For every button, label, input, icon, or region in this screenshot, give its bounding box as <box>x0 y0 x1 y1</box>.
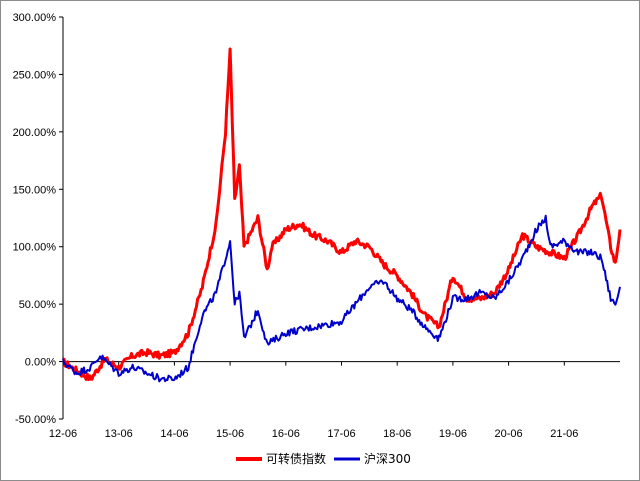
legend-label: 可转债指数 <box>266 451 326 466</box>
y-tick-label: 150.00% <box>13 184 57 196</box>
x-tick-label: 12-06 <box>49 428 77 440</box>
y-tick-label: 200.00% <box>13 127 57 139</box>
series-layer <box>62 47 622 383</box>
y-axis: 300.00% 250.00% 200.00% 150.00% 100.00% 50.00… <box>13 12 64 426</box>
series-line-1 <box>62 47 622 382</box>
y-tick-label: 100.00% <box>13 242 57 254</box>
y-tick-label: -50.00% <box>15 414 56 426</box>
legend: 可转债指数 沪深300 <box>236 451 411 466</box>
x-tick-label: 17-06 <box>327 428 355 440</box>
x-tick-label: 21-06 <box>550 428 578 440</box>
x-tick-label: 19-06 <box>439 428 467 440</box>
x-tick-label: 15-06 <box>216 428 244 440</box>
y-tick-label: 0.00% <box>25 357 56 369</box>
x-tick-label: 14-06 <box>160 428 188 440</box>
legend-label: 沪深300 <box>364 452 411 466</box>
x-tick-label: 13-06 <box>105 428 133 440</box>
x-axis: 12-06 13-06 14-06 15-06 16-06 17-06 18-06 19-06… <box>49 361 620 440</box>
x-tick-label: 20-06 <box>495 428 523 440</box>
y-tick-label: 50.00% <box>19 299 57 311</box>
x-tick-label: 16-06 <box>272 428 300 440</box>
x-tick-label: 18-06 <box>383 428 411 440</box>
y-tick-label: 300.00% <box>13 12 57 24</box>
y-tick-label: 250.00% <box>13 69 57 81</box>
series-line-2 <box>62 214 621 383</box>
